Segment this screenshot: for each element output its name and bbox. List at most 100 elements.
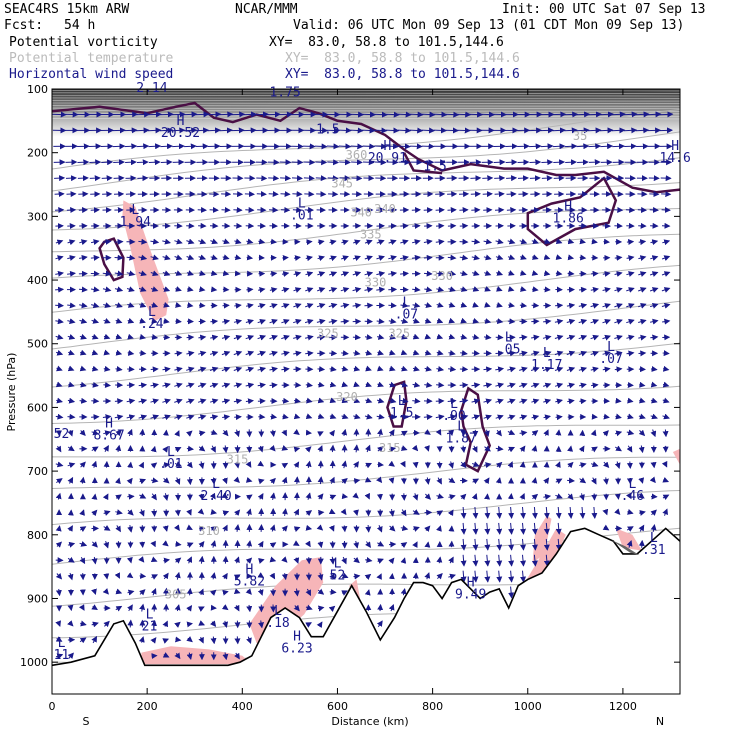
extremum-marker: L [457,419,465,434]
wind-vector [614,318,623,325]
wind-vector [590,318,600,325]
wind-vector [317,431,324,437]
wind-vector [460,570,467,583]
wind-vector [588,143,602,150]
wind-vector [661,287,671,293]
wind-vector [175,318,182,325]
wind-vector [579,238,586,245]
extremum-value: .31 [642,543,665,558]
wind-vector [529,159,542,166]
field-name-theta: Potential temperature [9,51,174,66]
wind-vector [388,573,395,580]
shading-stripe [52,95,680,97]
wind-vector [175,302,182,308]
wind-vector [505,159,518,166]
wind-vector [127,349,135,356]
wind-vector [79,476,86,484]
wind-vector [611,127,626,134]
wind-vector [436,366,445,372]
wind-vector [460,554,467,567]
wind-vector [587,111,602,118]
wind-vector [162,270,171,277]
wind-vector [472,461,480,467]
wind-vector [305,381,313,388]
wind-vector [137,175,149,182]
wind-vector [472,538,479,551]
wind-vector [91,365,99,372]
wind-vector [448,429,455,437]
wind-vector [209,366,219,373]
wind-vector [79,541,88,547]
wind-vector [127,493,135,500]
wind-vector [115,302,123,308]
wind-vector [222,510,230,517]
wind-vector [352,255,361,262]
wind-vector [626,271,635,277]
wind-vector [55,334,64,340]
wind-vector [293,413,301,420]
wind-vector [79,381,87,388]
wind-vector [662,350,670,357]
wind-vector [209,350,219,357]
wind-vector [433,111,448,118]
wind-vector [388,270,398,277]
wind-vector [400,460,406,468]
wind-vector [614,445,622,452]
wind-vector [340,302,350,309]
wind-vector [159,127,174,134]
wind-vector [436,510,444,517]
wind-vector [113,175,125,182]
wind-vector [531,238,539,245]
wind-vector [126,254,136,261]
wind-vector [649,302,659,309]
wind-vector [186,587,193,596]
wind-vector [221,398,231,405]
wind-vector [555,506,562,519]
wind-vector [150,540,156,548]
wind-vector [234,556,240,564]
wind-vector [661,302,671,309]
wind-vector [150,414,160,421]
wind-vector [388,509,395,517]
wind-vector [397,111,412,118]
wind-vector [460,538,467,551]
theta-contour-line [52,385,680,424]
wind-vector [448,461,454,469]
wind-vector [114,270,124,277]
wind-vector [599,127,614,134]
wind-vector [174,350,183,357]
wind-vector [472,554,479,567]
wind-vector [519,398,528,405]
wind-vector [530,350,540,357]
wind-vector [412,541,418,548]
wind-vector [198,588,204,596]
wind-vector [281,271,290,277]
wind-vector [258,478,265,485]
wind-vector [471,414,481,421]
wind-vector [233,382,243,389]
wind-vector [221,492,229,499]
wind-vector [519,382,528,389]
wind-vector [376,493,383,501]
wind-vector [186,350,195,357]
wind-vector [245,461,252,468]
wind-vector [591,506,598,519]
wind-vector [139,302,147,308]
wind-vector [448,573,456,580]
wind-vector [292,191,303,198]
wind-vector [91,333,99,340]
wind-vector [102,238,112,245]
wind-vector [576,143,590,150]
wind-vector [338,143,352,150]
wind-vector [293,303,302,309]
wind-vector [151,509,158,517]
wind-vector [364,589,371,596]
wind-vector [139,603,146,612]
extremum-marker: L [148,305,156,320]
wind-vector [148,159,161,166]
wind-vector [210,540,217,548]
wind-vector [245,334,255,341]
wind-vector [186,636,193,643]
wind-vector [424,429,431,435]
wind-vector [233,574,241,581]
